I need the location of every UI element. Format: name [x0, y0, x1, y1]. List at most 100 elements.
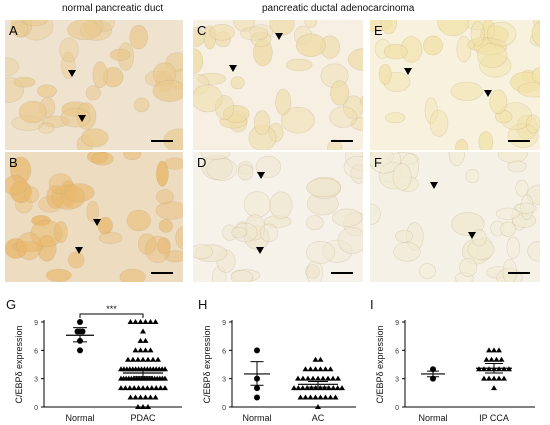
data-point-circle [79, 328, 86, 335]
x-category-label: PDAC [130, 413, 156, 423]
panel-label-h: H [198, 297, 208, 312]
data-point-triangle [315, 404, 321, 409]
data-point-triangle [312, 366, 319, 372]
data-point-triangle [155, 356, 161, 362]
data-point-triangle [135, 385, 142, 391]
scale-bar [508, 140, 530, 142]
data-point-triangle [140, 404, 146, 409]
data-point-triangle [147, 394, 154, 400]
x-category-label: Normal [418, 413, 447, 423]
data-point-triangle [137, 347, 144, 353]
data-point-triangle [334, 385, 341, 391]
data-point-triangle [162, 366, 168, 372]
data-point-triangle [140, 356, 146, 362]
data-point-triangle [335, 375, 341, 381]
data-point-triangle [486, 347, 492, 353]
data-point-triangle [330, 385, 337, 391]
data-point-triangle [297, 394, 304, 400]
data-point-triangle [144, 385, 151, 391]
data-point-triangle [493, 356, 500, 362]
data-point-triangle [327, 366, 334, 372]
x-category-label: AC [312, 413, 325, 423]
y-axis-label: C/EBPδ expression [375, 325, 385, 403]
data-point-triangle [145, 356, 151, 362]
data-point-circle [74, 328, 81, 335]
data-point-triangle [302, 394, 309, 400]
x-category-label: Normal [242, 413, 271, 423]
data-point-triangle [317, 356, 324, 362]
data-point-triangle [127, 394, 134, 400]
data-point-triangle [135, 404, 141, 409]
significance-stars: *** [106, 304, 117, 314]
data-point-triangle [145, 404, 151, 409]
y-tick-label: 6 [34, 348, 38, 355]
data-point-triangle [320, 375, 326, 381]
y-tick-label: 0 [34, 405, 38, 412]
panel-label-c: C [197, 23, 207, 38]
data-point-triangle [299, 385, 306, 391]
micrograph-panel-a: A [5, 20, 183, 150]
data-point-triangle [327, 394, 334, 400]
data-point-triangle [307, 394, 314, 400]
data-point-circle [254, 394, 260, 401]
panel-label-g: G [6, 297, 17, 312]
data-point-triangle [496, 347, 502, 353]
data-point-triangle [150, 356, 156, 362]
data-point-triangle [322, 366, 329, 372]
x-category-label: IP CCA [479, 413, 509, 423]
data-point-triangle [481, 375, 487, 381]
data-point-triangle [312, 394, 319, 400]
y-tick-label: 0 [222, 405, 226, 412]
y-tick-label: 9 [395, 320, 399, 327]
x-category-label: Normal [65, 413, 94, 423]
y-tick-label: 3 [222, 377, 226, 384]
data-point-triangle [295, 385, 302, 391]
arrowhead-marker [229, 65, 237, 72]
data-point-triangle [339, 385, 345, 391]
data-point-triangle [304, 385, 311, 391]
data-point-triangle [152, 319, 159, 324]
significance-bracket [79, 313, 144, 318]
data-point-triangle [491, 347, 497, 353]
scale-bar [151, 140, 173, 142]
data-point-triangle [315, 375, 321, 381]
micrograph-panel-f: F [370, 152, 540, 282]
panel-label-e: E [374, 23, 383, 38]
data-point-triangle [498, 356, 505, 362]
data-point-triangle [126, 385, 133, 391]
panel-label-a: A [9, 23, 18, 38]
data-point-triangle [140, 385, 146, 391]
arrowhead-marker [93, 219, 101, 226]
data-point-triangle [137, 394, 144, 400]
data-point-triangle [295, 375, 301, 381]
micrograph-panel-b: B [5, 152, 183, 282]
data-point-triangle [483, 356, 490, 362]
y-tick-label: 9 [222, 320, 226, 327]
data-point-triangle [132, 394, 139, 400]
data-point-triangle [162, 385, 168, 391]
data-point-triangle [130, 356, 136, 362]
arrowhead-marker [75, 247, 83, 254]
arrowhead-marker [275, 33, 283, 40]
data-point-triangle [305, 375, 311, 381]
data-point-triangle [137, 337, 144, 343]
panel-label-d: D [197, 155, 207, 170]
scale-bar [508, 272, 530, 274]
scale-bar [151, 272, 173, 274]
data-point-triangle [162, 375, 168, 381]
data-point-triangle [317, 366, 324, 372]
panel-label-i: I [370, 297, 374, 312]
arrowhead-marker [257, 172, 265, 179]
data-point-circle [254, 347, 260, 354]
data-point-triangle [496, 375, 502, 381]
data-point-triangle [317, 394, 324, 400]
scale-bar [331, 140, 353, 142]
data-point-triangle [501, 375, 507, 381]
data-point-triangle [300, 375, 306, 381]
data-point-triangle [307, 366, 314, 372]
data-point-triangle [147, 319, 154, 324]
data-point-triangle [310, 375, 316, 381]
micrograph-panel-e: E [370, 20, 540, 150]
data-point-triangle [125, 356, 131, 362]
